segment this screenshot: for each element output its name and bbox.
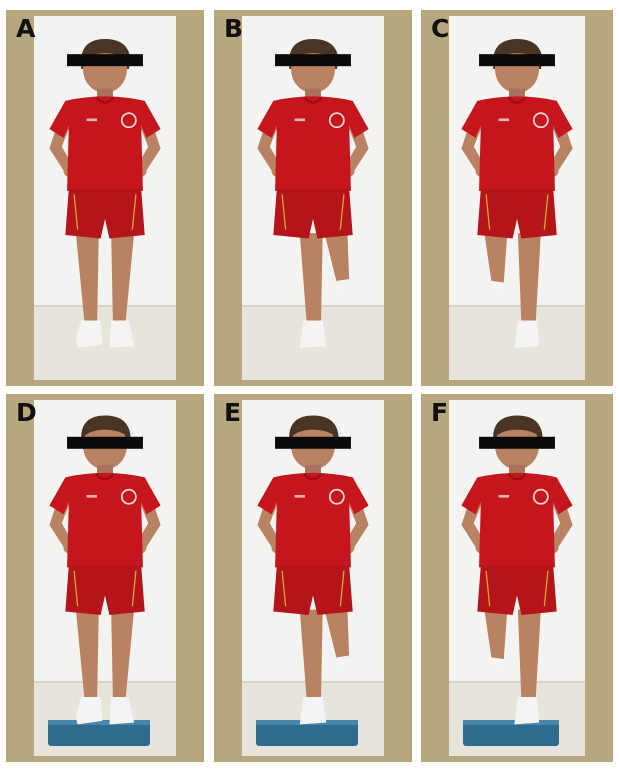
photo-e xyxy=(214,394,412,762)
censor-bar xyxy=(67,54,143,67)
photo-panel-c: C xyxy=(421,10,613,386)
censor-bar xyxy=(275,436,351,449)
panel-label-e: E xyxy=(224,398,242,427)
photo-a xyxy=(6,10,204,386)
photo-panel-e: E xyxy=(214,394,412,762)
step-platform xyxy=(48,720,150,746)
panel-label-d: D xyxy=(16,398,37,427)
photo-c xyxy=(421,10,613,386)
step-platform xyxy=(463,720,559,746)
censor-bar xyxy=(275,54,351,67)
floor xyxy=(34,306,176,380)
censor-bar xyxy=(67,436,143,449)
step-platform xyxy=(256,720,358,746)
panel-label-b: B xyxy=(224,14,244,43)
panel-label-c: C xyxy=(431,14,450,43)
step-top xyxy=(48,720,150,725)
step-top xyxy=(463,720,559,725)
photo-panel-f: F xyxy=(421,394,613,762)
photo-f xyxy=(421,394,613,762)
photo-d xyxy=(6,394,204,762)
photo-panel-a: A xyxy=(6,10,204,386)
censor-bar xyxy=(479,54,555,67)
photo-panel-d: D xyxy=(6,394,204,762)
panel-label-a: A xyxy=(16,14,36,43)
panel-label-f: F xyxy=(431,398,449,427)
photo-panel-b: B xyxy=(214,10,412,386)
photo-b xyxy=(214,10,412,386)
censor-bar xyxy=(479,436,555,449)
